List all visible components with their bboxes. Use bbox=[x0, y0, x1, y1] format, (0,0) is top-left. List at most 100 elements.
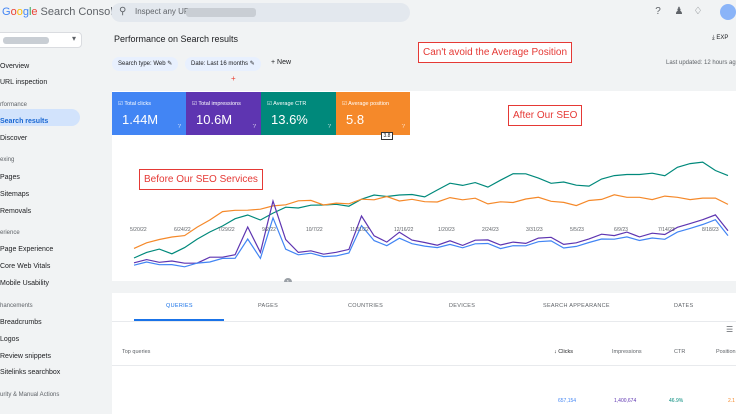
checkbox-icon: ☑ bbox=[342, 101, 347, 107]
sidebar-item[interactable]: Core Web Vitals bbox=[0, 263, 51, 270]
sidebar-section-label: rformance bbox=[0, 102, 28, 108]
x-tick-label: 5/5/23 bbox=[570, 227, 584, 233]
results-table-panel: QUERIES PAGES COUNTRIES DEVICES SEARCH A… bbox=[112, 293, 736, 414]
info-icon[interactable]: ? bbox=[177, 124, 181, 130]
cell-position: 2.1 bbox=[728, 398, 735, 404]
filter-label: Search type: Web bbox=[118, 61, 166, 67]
sidebar-item[interactable]: Sitelinks searchbox bbox=[0, 369, 61, 376]
annotation-average-position: Can't avoid the Average Position bbox=[418, 42, 573, 63]
x-tick-label: 3/31/23 bbox=[526, 227, 543, 233]
cell-clicks: 657,154 bbox=[558, 398, 577, 404]
x-tick-label: 10/7/22 bbox=[306, 227, 323, 233]
sidebar-section-label: erience bbox=[0, 230, 20, 236]
info-icon[interactable]: ? bbox=[401, 124, 405, 130]
sidebar-item[interactable]: Overview bbox=[0, 63, 30, 70]
export-label: EXP bbox=[716, 35, 729, 41]
annotation-before-seo: Before Our SEO Services bbox=[139, 169, 263, 190]
card-value: 13.6% bbox=[271, 112, 308, 127]
edit-icon: ✎ bbox=[249, 61, 255, 67]
performance-line-chart: 5/20/22 6/24/22 7/29/22 9/2/22 10/7/22 11/11/… bbox=[130, 161, 729, 282]
card-label: Average position bbox=[348, 101, 390, 107]
logo-letter: o bbox=[10, 6, 17, 18]
new-label: New bbox=[277, 59, 292, 66]
logo-letter: e bbox=[31, 6, 38, 18]
series-line bbox=[133, 198, 729, 264]
x-tick-label: 6/24/22 bbox=[174, 227, 191, 233]
sidebar-item[interactable]: Pages bbox=[0, 174, 20, 181]
annotation-after-seo: After Our SEO bbox=[508, 105, 583, 126]
new-filter-button[interactable]: + New bbox=[271, 59, 291, 66]
divider bbox=[112, 321, 736, 322]
manage-users-icon[interactable]: ♟ bbox=[674, 6, 684, 17]
filter-date[interactable]: Date: Last 16 months ✎ bbox=[185, 57, 261, 71]
card-value: 1.44M bbox=[122, 112, 159, 127]
sidebar-item[interactable]: Discover bbox=[0, 135, 28, 142]
filter-rows-icon[interactable]: ☰ bbox=[726, 325, 734, 334]
search-input[interactable]: Inspect any URL in bbox=[135, 7, 203, 16]
checkbox-icon: ☑ bbox=[192, 101, 197, 107]
card-total-impressions[interactable]: ☑ Total impressions 10.6M ? bbox=[186, 92, 261, 135]
tab-countries[interactable]: COUNTRIES bbox=[348, 303, 384, 309]
x-tick-label: 2/24/23 bbox=[482, 227, 499, 233]
x-tick-label: 7/29/22 bbox=[218, 227, 235, 233]
column-header-ctr[interactable]: CTR bbox=[674, 349, 686, 355]
annotation-marker-label: 1 bbox=[287, 280, 290, 282]
sidebar-item[interactable]: Search results bbox=[0, 118, 49, 125]
last-updated: Last updated: 12 hours ag bbox=[666, 60, 736, 66]
logo-letter: o bbox=[16, 6, 23, 18]
help-icon[interactable]: ? bbox=[655, 6, 661, 17]
annotation-marker[interactable] bbox=[284, 278, 292, 282]
sidebar-section-label: hancements bbox=[0, 303, 33, 309]
sidebar-item[interactable]: Logos bbox=[0, 336, 20, 343]
search-console-logo[interactable]: Google Search Console bbox=[2, 6, 119, 18]
edit-icon: ✎ bbox=[167, 61, 173, 67]
sidebar-item[interactable]: Sitemaps bbox=[0, 191, 30, 198]
column-header-impressions[interactable]: Impressions bbox=[612, 349, 642, 355]
page-title: Performance on Search results bbox=[114, 34, 239, 44]
sidebar-item[interactable]: Breadcrumbs bbox=[0, 319, 42, 326]
plus-icon: + bbox=[271, 59, 276, 66]
tab-queries[interactable]: QUERIES bbox=[166, 303, 193, 309]
avatar[interactable] bbox=[720, 4, 736, 20]
card-average-position[interactable]: ☑ Average position 5.8 ? bbox=[336, 92, 410, 135]
card-value: 10.6M bbox=[196, 112, 233, 127]
property-selector[interactable]: ▾ bbox=[0, 32, 82, 48]
card-average-ctr[interactable]: ☑ Average CTR 13.6% ? bbox=[261, 92, 336, 135]
sidebar: ▾ Overview URL inspection rformance Search … bbox=[0, 26, 112, 414]
divider bbox=[112, 365, 736, 366]
sidebar-item[interactable]: Review snippets bbox=[0, 353, 51, 360]
sidebar-item[interactable]: URL inspection bbox=[0, 79, 48, 86]
sidebar-item[interactable]: Mobile Usability bbox=[0, 280, 50, 287]
card-total-clicks[interactable]: ☑ Total clicks 1.44M ? bbox=[112, 92, 186, 135]
logo-letter: g bbox=[22, 6, 29, 18]
info-icon[interactable]: ? bbox=[252, 124, 256, 130]
x-tick-label: 11/11/22 bbox=[350, 227, 369, 233]
column-header-position[interactable]: Position bbox=[716, 349, 736, 355]
redacted-property bbox=[3, 37, 49, 44]
series-line bbox=[133, 194, 729, 249]
card-label: Average CTR bbox=[273, 101, 307, 107]
x-tick-label: 12/16/22 bbox=[394, 227, 414, 233]
tab-dates[interactable]: DATES bbox=[674, 303, 694, 309]
x-tick-label: 8/18/23 bbox=[702, 227, 719, 233]
filter-label: Date: Last 16 months bbox=[191, 61, 249, 67]
logo-product-name: Search Console bbox=[40, 6, 119, 18]
tab-devices[interactable]: DEVICES bbox=[449, 303, 476, 309]
column-header-clicks[interactable]: ↓ Clicks bbox=[554, 349, 573, 355]
sort-down-icon: ↓ bbox=[554, 349, 557, 355]
url-inspection-search[interactable]: ⚲ Inspect any URL in bbox=[111, 3, 410, 22]
filter-search-type[interactable]: Search type: Web ✎ bbox=[112, 57, 179, 71]
sidebar-item[interactable]: Page Experience bbox=[0, 246, 54, 253]
sidebar-section-label: exing bbox=[0, 157, 15, 163]
card-value: 5.8 bbox=[346, 112, 365, 127]
info-icon[interactable]: ? bbox=[327, 124, 331, 130]
tab-pages[interactable]: PAGES bbox=[258, 303, 279, 309]
tab-search-appearance[interactable]: SEARCH APPEARANCE bbox=[543, 303, 610, 309]
x-tick-label: 9/2/22 bbox=[262, 227, 276, 233]
sidebar-section-label: urity & Manual Actions bbox=[0, 392, 60, 398]
export-button[interactable]: ⤓ EXP bbox=[712, 35, 728, 42]
notifications-icon[interactable]: ♢ bbox=[693, 6, 703, 17]
checkbox-icon: ☑ bbox=[118, 101, 123, 107]
sidebar-item[interactable]: Removals bbox=[0, 208, 32, 215]
